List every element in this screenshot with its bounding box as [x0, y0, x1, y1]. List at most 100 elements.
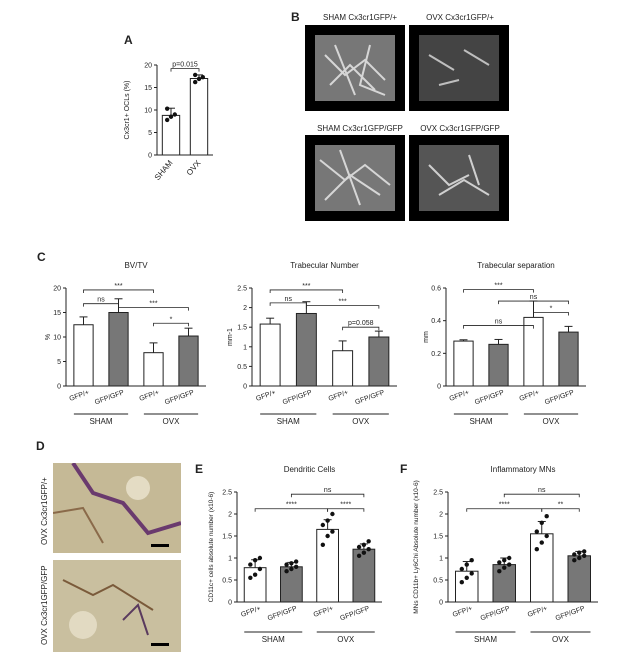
y-tick-label: 0.5 [237, 364, 247, 371]
data-point [577, 555, 582, 561]
group-label-ovx: OVX [337, 635, 355, 644]
bar [295, 312, 317, 387]
x-tick-label: GFP/GFP [339, 605, 371, 622]
significance-label: ns [97, 297, 105, 304]
histology-label-hom: OVX Cx3cr1GFP/GFP [40, 565, 49, 645]
significance-bracket [153, 322, 189, 327]
x-tick-label: GFP/+ [452, 605, 474, 619]
y-axis-label: Cx3cr1+ OCLs (%) [124, 81, 131, 140]
x-tick-label: GFP/+ [519, 389, 541, 403]
y-tick-label: 0.5 [222, 578, 232, 585]
data-point [172, 112, 178, 117]
y-tick-label: 2 [439, 512, 443, 519]
data-point [502, 565, 507, 570]
data-point [366, 539, 371, 544]
y-axis-label: MNs CD11b+ Ly6Chi Absolute number (x10-6… [413, 480, 420, 614]
significance-label: **** [286, 502, 297, 509]
x-tick-label: GFP/+ [328, 389, 350, 403]
bar [73, 324, 94, 387]
data-point [164, 106, 170, 111]
data-point [507, 555, 512, 561]
data-point [582, 553, 587, 558]
significance-label: *** [149, 301, 157, 308]
data-point [293, 564, 299, 569]
x-tick-label: GFP/GFP [474, 389, 506, 406]
data-point [330, 511, 335, 517]
y-tick-label: 2.5 [222, 490, 232, 497]
bar [558, 331, 579, 387]
y-tick-label: 2.5 [433, 490, 443, 497]
significance-bracket [533, 312, 569, 316]
chart-title: Inflammatory MNs [491, 465, 556, 474]
data-point [192, 72, 198, 78]
panel-label-a: A [124, 33, 133, 47]
significance-label: * [170, 316, 173, 323]
data-point [320, 522, 326, 528]
histology-label-het: OVX Cx3cr1GFP/+ [40, 477, 49, 545]
micro-ct-caption-1: SHAM Cx3cr1GFP/+ [322, 13, 397, 22]
significance-label: *** [339, 299, 347, 306]
data-point [289, 561, 294, 566]
data-point [469, 571, 474, 576]
group-label-ovx: OVX [352, 417, 370, 426]
data-point [366, 547, 371, 552]
data-point [459, 580, 464, 585]
y-tick-label: 0 [439, 600, 443, 607]
data-point [361, 542, 367, 547]
histology-image-hom [53, 560, 181, 652]
bar [178, 335, 199, 387]
x-tick-label: GFP/GFP [544, 389, 576, 406]
bar [488, 343, 509, 387]
data-point [502, 558, 507, 563]
y-tick-label: 5 [148, 130, 152, 137]
significance-bracket [305, 305, 380, 309]
significance-bracket [290, 493, 365, 498]
data-point [325, 518, 330, 523]
data-point [330, 529, 335, 534]
significance-label: **** [340, 502, 351, 509]
panel-label-b: B [291, 10, 300, 24]
group-label-ovx: OVX [543, 417, 561, 426]
y-tick-label: 20 [53, 286, 61, 293]
data-point [320, 542, 326, 547]
x-tick-label: GFP/GFP [282, 389, 314, 406]
data-point [196, 76, 202, 82]
data-point [192, 79, 198, 85]
significance-bracket [466, 508, 543, 512]
data-point [572, 552, 577, 557]
panel-label-d: D [36, 439, 45, 453]
chart-title: BV/TV [124, 261, 148, 270]
significance-bracket [254, 508, 329, 512]
data-point [284, 569, 289, 574]
data-point [284, 562, 289, 567]
micro-ct-caption-4: OVX Cx3cr1GFP/GFP [420, 124, 500, 133]
bar [143, 352, 164, 387]
x-tick-label: GFP/GFP [267, 605, 299, 622]
data-point [539, 520, 544, 525]
panel-label-f: F [400, 462, 408, 476]
data-point [248, 562, 253, 567]
bar [453, 340, 474, 387]
y-tick-label: 2 [243, 305, 247, 312]
panel-label-e: E [195, 462, 204, 476]
significance-bracket [503, 493, 580, 498]
data-point [257, 566, 263, 572]
y-tick-label: 0.2 [431, 351, 441, 358]
significance-label: ns [324, 487, 332, 494]
y-tick-label: 1 [439, 556, 443, 563]
data-point [544, 533, 549, 539]
y-tick-label: 0.6 [431, 286, 441, 293]
significance-label: *** [494, 283, 502, 290]
histology-image-het [53, 463, 181, 553]
y-tick-label: 1.5 [433, 534, 443, 541]
x-tick-label: GFP/+ [313, 605, 335, 619]
y-tick-label: 5 [57, 359, 61, 366]
group-label-sham: SHAM [89, 417, 112, 426]
data-point [534, 547, 539, 552]
y-axis-label: mm [423, 331, 430, 343]
significance-bracket [83, 289, 154, 293]
bar [259, 323, 281, 387]
significance-label: *** [114, 283, 122, 290]
